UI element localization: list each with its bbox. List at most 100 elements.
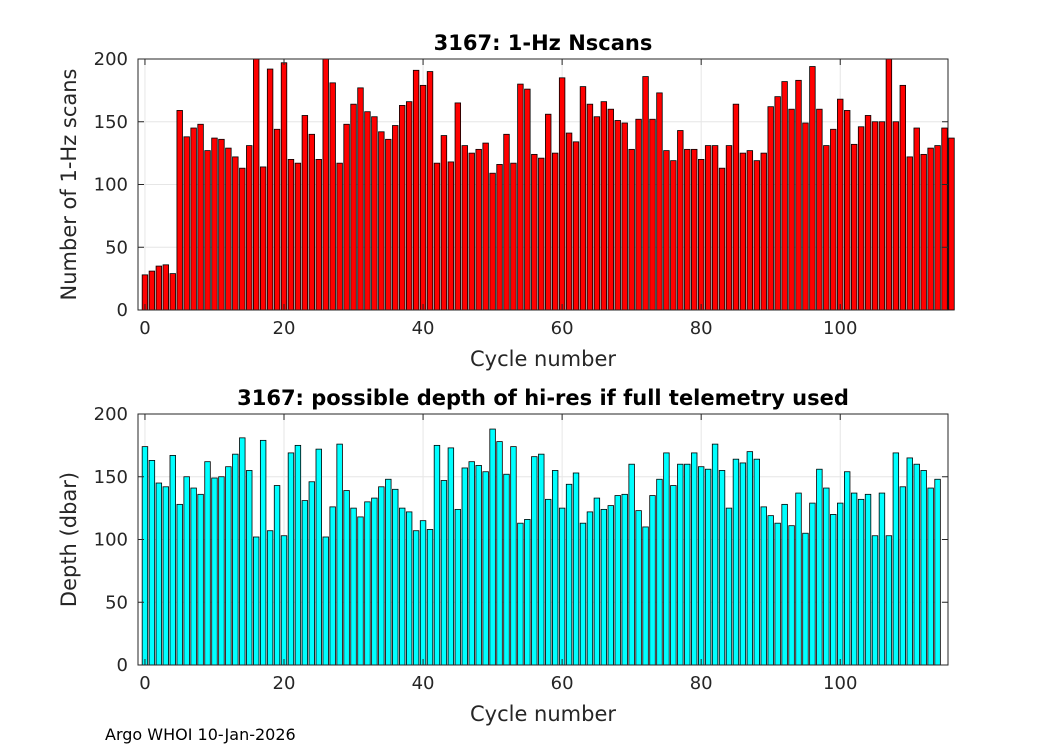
- bar: [190, 487, 197, 666]
- bar: [482, 471, 489, 666]
- bar: [489, 172, 496, 311]
- bar: [767, 515, 774, 666]
- bar: [461, 467, 468, 666]
- bar: [906, 156, 913, 311]
- bar: [232, 453, 239, 666]
- bar: [419, 520, 427, 666]
- bar: [816, 108, 823, 311]
- bar: [419, 84, 427, 311]
- bar: [266, 68, 274, 311]
- bar: [600, 508, 608, 666]
- bar: [781, 503, 788, 666]
- footer-credit: Argo WHOI 10-Jan-2026: [105, 725, 296, 744]
- x-tick-label: 40: [412, 318, 435, 339]
- bar: [781, 81, 788, 311]
- bar: [475, 148, 482, 311]
- bar: [364, 501, 371, 666]
- bar: [510, 162, 517, 311]
- bar: [711, 145, 719, 311]
- bar: [586, 511, 594, 666]
- bar: [225, 147, 232, 311]
- bar: [600, 101, 608, 311]
- bar: [378, 131, 385, 311]
- bar: [246, 145, 253, 311]
- bar: [767, 106, 774, 311]
- bar: [850, 143, 858, 311]
- bar: [155, 265, 163, 311]
- bar: [496, 441, 503, 666]
- bar: [607, 108, 614, 311]
- bar: [579, 86, 587, 311]
- bar: [614, 120, 621, 311]
- x-tick-label: 20: [273, 318, 296, 339]
- bar: [496, 164, 503, 311]
- bar: [426, 529, 434, 666]
- bar: [538, 453, 545, 666]
- bar: [558, 507, 566, 666]
- bar: [433, 162, 441, 311]
- y-tick-label: 200: [94, 49, 128, 70]
- bar: [141, 446, 149, 666]
- bar: [864, 493, 872, 666]
- bar: [649, 495, 656, 666]
- x-tick-label: 0: [139, 673, 150, 694]
- bar: [802, 122, 809, 311]
- bar: [273, 485, 281, 666]
- bar: [426, 71, 434, 311]
- bar: [927, 487, 934, 666]
- bar: [357, 87, 364, 311]
- x-tick-label: 60: [551, 318, 574, 339]
- bar: [454, 102, 462, 311]
- bar: [545, 113, 552, 311]
- bar: [259, 439, 267, 666]
- x-tick-label: 80: [690, 318, 713, 339]
- x-tick-label: 100: [823, 673, 857, 694]
- bar: [844, 471, 851, 666]
- bar: [371, 116, 378, 311]
- bar: [405, 101, 413, 311]
- y-axis-label-2: Depth (dbar): [57, 472, 81, 607]
- bar: [941, 127, 948, 311]
- bar: [197, 493, 204, 666]
- bar: [218, 138, 225, 311]
- bar: [656, 478, 663, 666]
- bar: [531, 153, 538, 311]
- bar: [837, 98, 844, 311]
- bar: [913, 463, 920, 666]
- bar: [197, 123, 204, 311]
- bar: [294, 444, 302, 666]
- bar: [204, 150, 211, 311]
- bar: [927, 147, 934, 311]
- bar: [503, 473, 510, 666]
- bar: [253, 58, 260, 311]
- bar: [392, 488, 399, 666]
- bar: [614, 495, 621, 666]
- bar: [218, 476, 225, 666]
- bar: [642, 526, 649, 666]
- bar: [162, 264, 169, 311]
- bar: [551, 470, 559, 666]
- bar: [760, 506, 767, 666]
- bar: [878, 492, 886, 666]
- bar: [795, 79, 802, 311]
- bar: [489, 428, 496, 666]
- bar: [232, 156, 239, 311]
- bar: [280, 62, 288, 311]
- bar: [718, 167, 726, 311]
- bar: [336, 443, 343, 666]
- bar: [385, 478, 392, 666]
- bar: [517, 522, 524, 666]
- bar: [649, 118, 656, 311]
- bar: [948, 137, 955, 311]
- bar: [176, 503, 183, 666]
- bar: [837, 502, 844, 666]
- bar: [412, 530, 420, 666]
- bar: [704, 468, 712, 666]
- bar: [545, 498, 552, 666]
- bar: [739, 462, 747, 666]
- bar: [385, 138, 392, 311]
- bar: [350, 103, 357, 311]
- y-tick-label: 100: [94, 175, 128, 196]
- bar: [315, 158, 322, 311]
